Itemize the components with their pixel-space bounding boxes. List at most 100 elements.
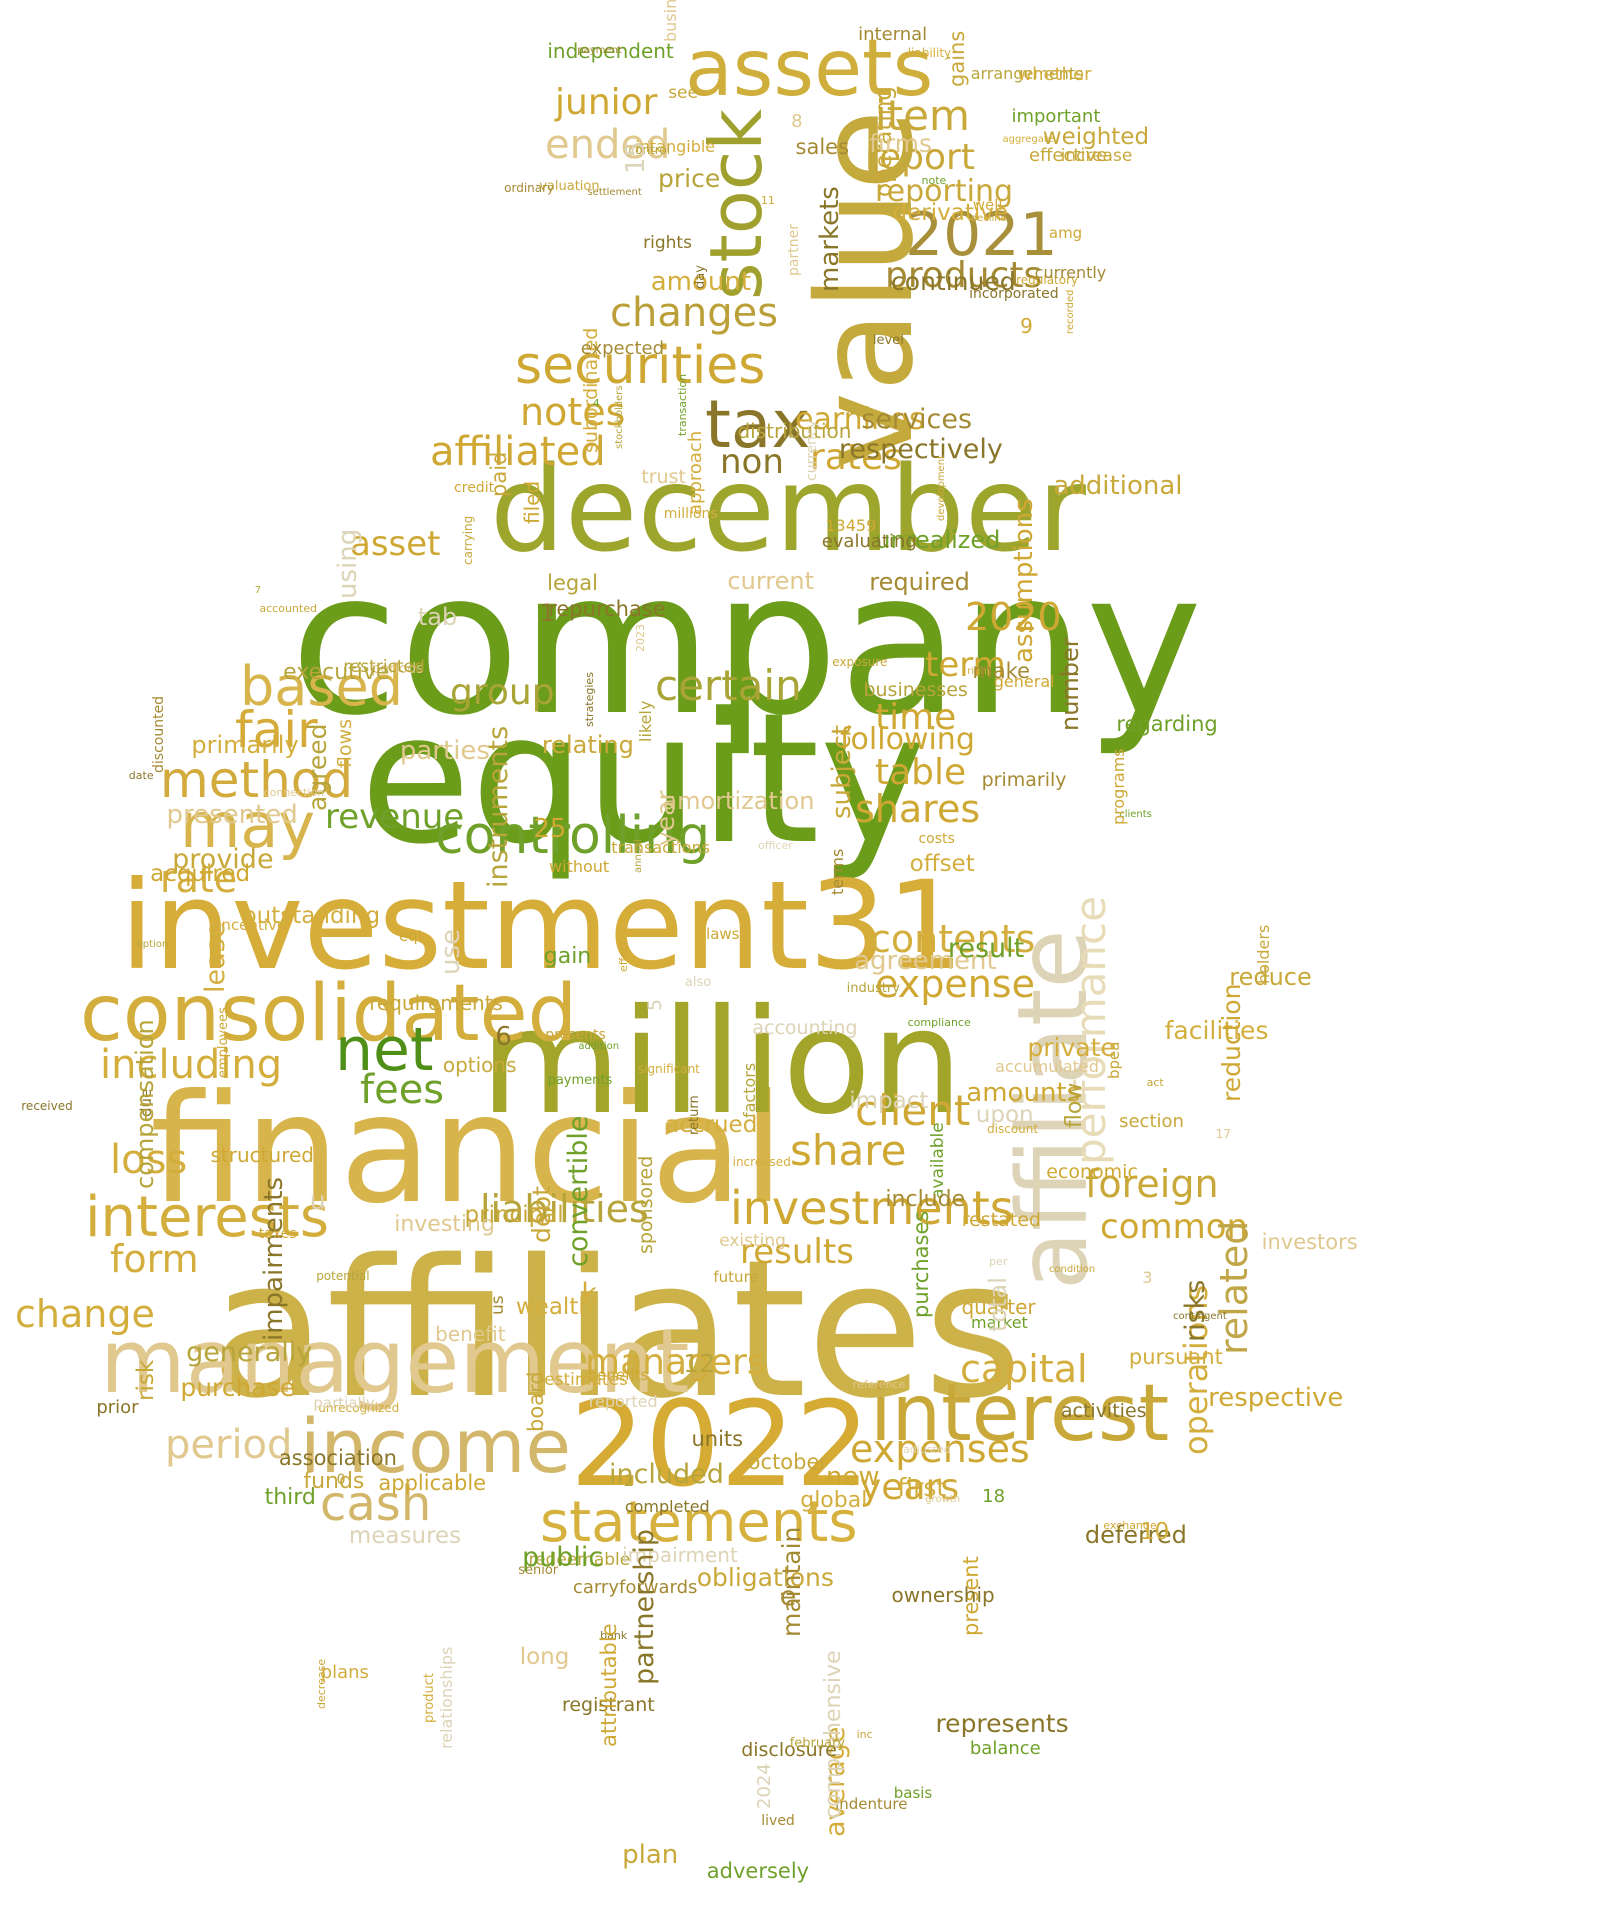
small-word: restricted [343,657,425,678]
small-word: first [897,1472,947,1502]
small-word: addition [578,1041,620,1053]
small-word: basis [893,1783,933,1802]
small-word: gain [543,943,592,969]
small-word: long [519,1644,570,1671]
small-word: exposure [832,655,888,670]
word-report: report [865,137,975,178]
word-2021: 2021 [905,200,1058,270]
small-word: completed [624,1496,710,1516]
word-2022: 2022 [570,1375,871,1513]
small-word: funds [303,1468,365,1494]
small-word: act [1146,1076,1164,1090]
small-word: 13459 [825,516,877,536]
small-word: bank [600,1629,628,1643]
small-word: partially [313,1394,375,1413]
small-word: new [825,1462,880,1493]
small-word: increase [1060,145,1133,166]
small-word: obligations [696,1563,834,1593]
small-word: incorporated [969,285,1059,302]
small-word: convertible [562,1115,594,1268]
small-word: adjusted [903,1443,951,1457]
small-word: flows [333,718,356,768]
small-word: growth [925,1494,961,1506]
small-word: programs [1108,747,1128,825]
word-time: time [875,697,957,738]
small-word: unrealized [875,525,1001,554]
small-word: whether [1017,63,1092,85]
small-word: settlement [587,186,642,198]
small-word: use [435,929,466,976]
small-word: plans [320,1662,369,1684]
small-word: partnership [628,1528,660,1685]
small-word: effective [1028,145,1108,167]
small-word: impairments [259,1176,290,1341]
small-word: using [332,529,363,600]
small-word: payments [547,1072,613,1088]
word-controlling: controlling [435,806,711,866]
word-asset: asset [350,524,441,564]
small-word: 10 [1140,1518,1170,1545]
small-word: upon [975,1101,1034,1128]
small-word: development [936,454,948,521]
small-word: liability [907,46,952,61]
small-word: unrecognized [318,1401,400,1416]
small-word: intangible [635,137,716,157]
small-word: offset [909,850,975,877]
word-cash: cash [320,1476,432,1532]
small-word: accumulated [995,1056,1099,1076]
small-word: 0 [336,1472,346,1489]
small-word: comprehensive [820,1650,846,1820]
word-non: non [720,442,784,482]
small-word: assumptions [1008,498,1039,664]
small-word: businesses [863,678,968,701]
word-term: term [925,645,1006,685]
small-word: officer [758,839,793,853]
small-word: current [727,567,814,596]
small-word: incentive [217,916,287,935]
small-word: inc [856,1728,873,1742]
word-managers: managers [585,1342,766,1383]
small-word: provide [172,844,274,876]
small-word: filed [519,480,544,524]
small-word: parties [399,736,490,767]
word-following: following [840,722,975,757]
small-word: return [687,1094,703,1135]
small-word: decrease [315,1658,329,1709]
word-reporting: reporting [875,174,1014,209]
small-word: exchange [1103,1519,1157,1533]
small-word: prior [96,1397,139,1419]
small-word: flow [1061,1082,1087,1128]
word-2020: 2020 [965,595,1062,639]
small-word: currency [803,420,820,482]
small-word: 25 [533,813,567,844]
word-related: related [1212,1220,1256,1355]
small-word: expected [580,338,665,360]
small-word: 1 [539,599,556,628]
word-method: method [160,751,354,809]
small-word: 5 [643,998,666,1011]
small-word: 2023 [634,624,648,653]
small-word: subject [826,724,857,819]
small-word: discount [987,1122,1039,1137]
small-word: compliance [907,1016,971,1030]
small-word: payment [577,44,622,56]
small-word: condition [1048,1263,1096,1275]
small-word: 7 [254,584,262,596]
small-word: disclosure [741,1739,837,1762]
small-word: employees [216,1007,232,1079]
word-form: form [110,1237,199,1281]
word-item: item [875,91,970,140]
small-word: option [136,939,169,951]
small-word: presented [166,800,298,831]
small-word: reduction [1217,983,1247,1102]
word-million: million [480,978,964,1147]
word-investment31: investment31 [120,855,965,997]
small-word: e [779,1580,797,1612]
word-junior: junior [555,82,658,123]
small-word: global [800,1487,868,1513]
small-word: see [668,83,698,104]
word-table: table [875,752,967,793]
small-word: compensation [130,1019,159,1189]
small-word: included [608,1459,724,1491]
